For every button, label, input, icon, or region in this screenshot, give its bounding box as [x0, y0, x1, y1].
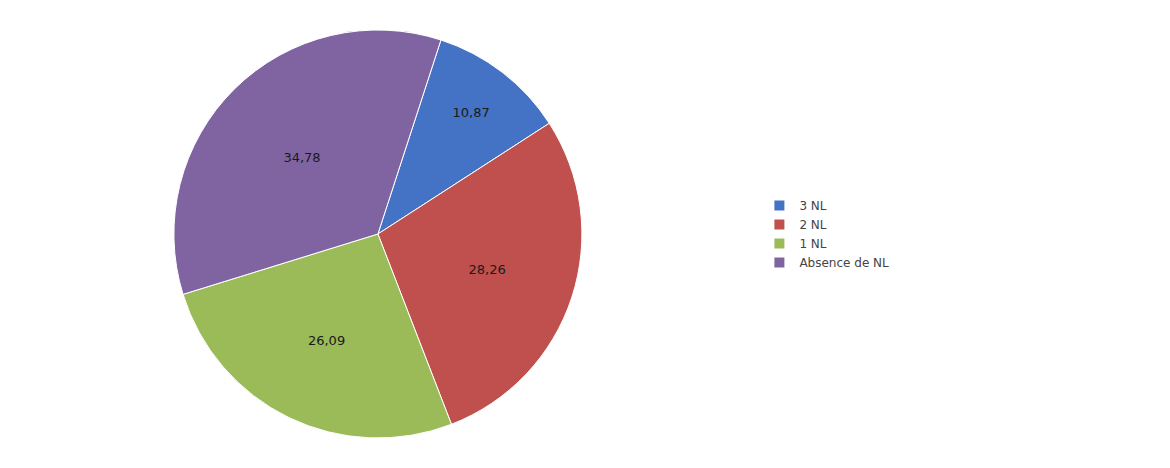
- svg-text:26,09: 26,09: [308, 333, 345, 348]
- svg-text:Absence de NL: Absence de NL: [799, 256, 889, 270]
- svg-text:34,78: 34,78: [283, 150, 320, 165]
- svg-text:1 NL: 1 NL: [799, 237, 826, 251]
- svg-text:2 NL: 2 NL: [799, 218, 826, 232]
- svg-text:10,87: 10,87: [452, 105, 489, 120]
- svg-text:3 NL: 3 NL: [799, 199, 826, 213]
- svg-text:28,26: 28,26: [469, 262, 506, 277]
